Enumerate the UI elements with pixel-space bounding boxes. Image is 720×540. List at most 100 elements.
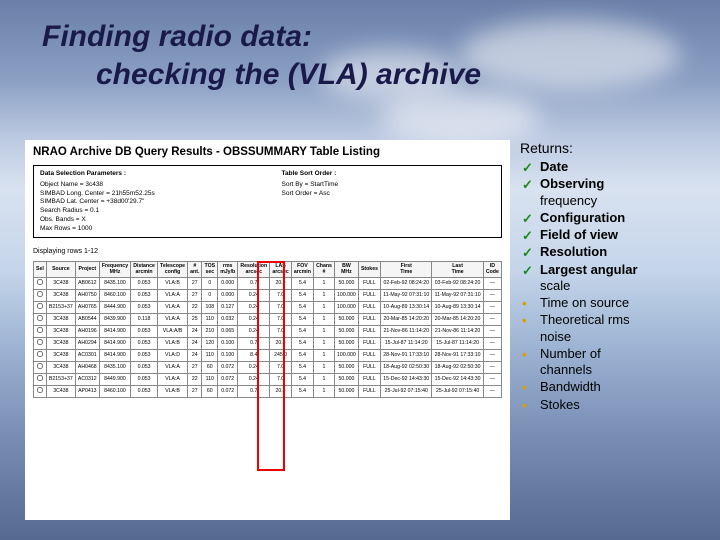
row-checkbox[interactable] — [37, 387, 43, 393]
row-checkbox[interactable] — [37, 327, 43, 333]
table-cell: FULL — [358, 289, 380, 301]
table-cell: 1 — [314, 289, 335, 301]
table-cell: B2153+37 — [46, 373, 75, 385]
table-cell: VLA:B — [157, 385, 187, 397]
table-cell: — — [483, 337, 501, 349]
table-cell: — — [483, 385, 501, 397]
row-checkbox[interactable] — [37, 291, 43, 297]
row-checkbox[interactable] — [37, 303, 43, 309]
table-cell: — — [483, 313, 501, 325]
table-cell: AC0301 — [75, 349, 99, 361]
table-cell: — — [483, 349, 501, 361]
table-cell: 0.053 — [131, 277, 158, 289]
table-cell: 110 — [202, 313, 218, 325]
table-cell: 20.4 — [270, 385, 292, 397]
table-cell: 11-May-92 07:31:10 — [381, 289, 432, 301]
table-cell: 50.000 — [334, 373, 358, 385]
table-cell: 0.032 — [218, 313, 238, 325]
table-row: 3C438AB06128435.1000.053VLA:B2700.0000.7… — [34, 277, 502, 289]
row-checkbox[interactable] — [37, 339, 43, 345]
table-cell: 18-Aug-92 02:50:30 — [432, 361, 483, 373]
row-select-cell[interactable] — [34, 385, 47, 397]
table-cell: 100.000 — [334, 289, 358, 301]
row-checkbox[interactable] — [37, 315, 43, 321]
table-cell: 3C438 — [46, 385, 75, 397]
table-cell: 50.000 — [334, 277, 358, 289]
table-cell: 0.053 — [131, 337, 158, 349]
table-cell: 11-May-92 07:31:10 — [432, 289, 483, 301]
table-cell: 110 — [202, 349, 218, 361]
row-checkbox[interactable] — [37, 363, 43, 369]
row-checkbox[interactable] — [37, 279, 43, 285]
table-cell: 0.072 — [218, 385, 238, 397]
row-select-cell[interactable] — [34, 313, 47, 325]
check-icon: ✓ — [522, 245, 533, 261]
results-table: SelSourceProjectFrequencyMHzDistancearcm… — [33, 261, 502, 397]
table-cell: FULL — [358, 361, 380, 373]
table-cell: VLA:A — [157, 313, 187, 325]
table-cell: 27 — [188, 277, 202, 289]
table-cell: 20.4 — [270, 277, 292, 289]
col-header: IDCode — [483, 262, 501, 277]
returns-item-label: Field of view — [540, 227, 618, 242]
table-cell: 0.127 — [218, 301, 238, 313]
col-header: TOSsec — [202, 262, 218, 277]
returns-item: •Time on source — [520, 295, 708, 311]
table-cell: 0.053 — [131, 301, 158, 313]
table-cell: 1 — [314, 361, 335, 373]
returns-item-label: Number of — [540, 346, 601, 361]
table-cell: VLA:A — [157, 373, 187, 385]
table-cell: AH0294 — [75, 337, 99, 349]
table-wrap: SelSourceProjectFrequencyMHzDistancearcm… — [33, 261, 502, 397]
row-select-cell[interactable] — [34, 301, 47, 313]
row-select-cell[interactable] — [34, 337, 47, 349]
table-cell: 03-Feb-92 08:24:20 — [432, 277, 483, 289]
table-cell: 50.000 — [334, 361, 358, 373]
returns-item: •Theoretical rmsnoise — [520, 312, 708, 345]
table-cell: 0.053 — [131, 289, 158, 301]
table-cell: FULL — [358, 385, 380, 397]
table-cell: 5.4 — [291, 289, 313, 301]
table-cell: 50.000 — [334, 337, 358, 349]
param-line: Sort Order = Asc — [282, 190, 496, 199]
table-cell: 108 — [202, 301, 218, 313]
table-cell: VLA:B — [157, 337, 187, 349]
param-col-left: Data Selection Parameters : Object Name … — [40, 170, 254, 233]
table-cell: 3C438 — [46, 337, 75, 349]
table-cell: 0 — [202, 289, 218, 301]
row-select-cell[interactable] — [34, 289, 47, 301]
table-cell: 0.053 — [131, 325, 158, 337]
title-line-2: checking the (VLA) archive — [96, 56, 481, 94]
table-cell: 1 — [314, 325, 335, 337]
param-line: SIMBAD Lat. Center = +38d00'29.7" — [40, 198, 254, 207]
col-header: BWMHz — [334, 262, 358, 277]
table-cell: 0.118 — [131, 313, 158, 325]
table-cell: VLA:A/B — [157, 325, 187, 337]
row-select-cell[interactable] — [34, 325, 47, 337]
table-cell: 8444.900 — [99, 301, 130, 313]
table-cell: 110 — [202, 373, 218, 385]
table-cell: 3C438 — [46, 277, 75, 289]
table-cell: 3C438 — [46, 289, 75, 301]
returns-item-label: Stokes — [540, 397, 580, 412]
row-select-cell[interactable] — [34, 373, 47, 385]
panel-heading: NRAO Archive DB Query Results - OBSSUMMA… — [33, 146, 502, 158]
bullet-icon: • — [522, 347, 527, 363]
table-cell: 1 — [314, 337, 335, 349]
table-cell: 5.4 — [291, 361, 313, 373]
row-checkbox[interactable] — [37, 375, 43, 381]
returns-header: Returns: — [520, 140, 708, 156]
table-cell: 50.000 — [334, 313, 358, 325]
table-cell: 0.053 — [131, 349, 158, 361]
row-select-cell[interactable] — [34, 361, 47, 373]
col-header: FrequencyMHz — [99, 262, 130, 277]
row-checkbox[interactable] — [37, 351, 43, 357]
table-cell: FULL — [358, 337, 380, 349]
table-cell: 10-Aug-89 13:30:14 — [432, 301, 483, 313]
returns-item: •Number ofchannels — [520, 346, 708, 379]
table-cell: 20-Mar-85 14:20:20 — [432, 313, 483, 325]
table-cell: — — [483, 277, 501, 289]
row-select-cell[interactable] — [34, 277, 47, 289]
row-select-cell[interactable] — [34, 349, 47, 361]
table-cell: 0.24 — [238, 289, 270, 301]
